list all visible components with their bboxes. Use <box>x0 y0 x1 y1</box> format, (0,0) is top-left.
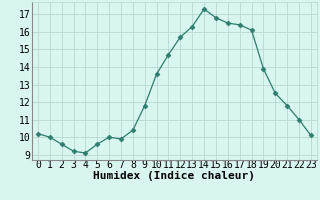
X-axis label: Humidex (Indice chaleur): Humidex (Indice chaleur) <box>93 171 255 181</box>
